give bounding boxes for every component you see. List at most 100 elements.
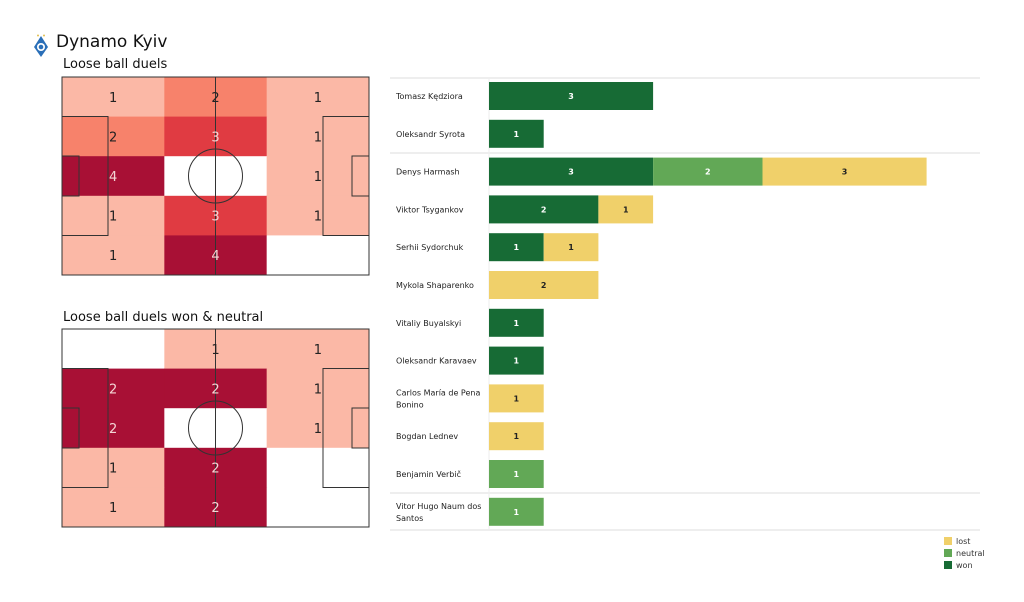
legend-item-lost: lost [944, 535, 985, 547]
heatmap-cell-label: 1 [314, 210, 322, 225]
heatmap-cell-label: 2 [211, 382, 219, 397]
heatmap-cell-label: 2 [109, 130, 117, 145]
legend: lost neutral won [944, 535, 985, 571]
player-label-line: Santos [396, 514, 423, 523]
heatmap-cell-label: 1 [314, 91, 322, 106]
player-label: Denys Harmash [396, 168, 460, 177]
heatmap-pitch-won-neutral: 1 1 2 2 1 2 1 1 2 1 2 [61, 328, 370, 528]
heatmap-cell-label: 1 [314, 343, 322, 358]
player-label-line: Bonino [396, 400, 424, 409]
heatmap-cell [266, 77, 370, 118]
left-goal-area [61, 155, 80, 197]
heatmap-cell-label: 4 [109, 170, 117, 185]
player-label: Oleksandr Syrota [396, 130, 465, 139]
bar-value-label: 1 [514, 470, 520, 479]
right-goal-area [351, 407, 370, 449]
heatmap-cell [266, 368, 370, 409]
bar-segment-won [489, 195, 599, 224]
bar-value-label: 1 [514, 319, 520, 328]
heatmap-cell-label: 1 [314, 130, 322, 145]
heatmap-cell-label: 1 [109, 501, 117, 516]
heatmap-cell [62, 195, 165, 236]
bar-chart: Tomasz Kędziora 3 Oleksandr Syrota 1 Denys H… [390, 77, 980, 531]
bar-segment-won [489, 346, 544, 375]
bar-value-label: 1 [514, 432, 520, 441]
heatmap-title-all: Loose ball duels [63, 57, 168, 72]
heatmap-cell-label: 1 [109, 210, 117, 225]
dynamo-kyiv-crest-icon [34, 34, 48, 57]
heatmap-cell-label: 2 [109, 382, 117, 397]
player-label: Viktor Tsygankov [396, 205, 464, 214]
legend-item-neutral: neutral [944, 547, 985, 559]
bar-segment-won [489, 308, 544, 337]
player-label-line: Vitaliy Buyalskyi [396, 319, 461, 328]
bar-value-label: 1 [514, 130, 520, 139]
player-label-line: Oleksandr Syrota [396, 130, 465, 139]
bar-value-label: 2 [541, 281, 547, 290]
heatmap-cell [62, 329, 165, 370]
heatmap-cell-label: 1 [109, 91, 117, 106]
player-label-line: Mykola Shaparenko [396, 281, 474, 290]
heatmap-cell [266, 195, 370, 236]
heatmap-cell [62, 487, 165, 528]
heatmap-cell-label: 2 [109, 422, 117, 437]
bar-value-label: 2 [541, 205, 547, 214]
heatmap-cell-label: 4 [211, 249, 219, 264]
player-label-line: Bogdan Lednev [396, 432, 458, 441]
bar-value-label: 1 [514, 508, 520, 517]
bar-value-label: 1 [514, 357, 520, 366]
bar-segment-won [489, 157, 654, 186]
player-label: Vitor Hugo Naum dos Santos [396, 502, 481, 523]
heatmap-cell-label: 1 [109, 249, 117, 264]
player-label-line: Oleksandr Karavaev [396, 357, 477, 366]
heatmap-cell [62, 368, 165, 409]
heatmap-cell [62, 77, 165, 118]
heatmap-cell [62, 447, 165, 488]
bar-segment-won [489, 82, 654, 110]
team-title: Dynamo Kyiv [56, 32, 168, 52]
heatmap-cell-label: 1 [109, 462, 117, 477]
bar-segment-lost [543, 233, 599, 262]
player-label-line: Carlos María de Pena [396, 388, 480, 397]
heatmap-cell [62, 116, 165, 157]
heatmap-cell [266, 235, 370, 276]
heatmap-cell [266, 487, 370, 528]
bar-segment-lost [489, 271, 599, 299]
bar-value-label: 3 [842, 168, 848, 177]
heatmap-cell-label: 1 [211, 343, 219, 358]
legend-item-won: won [944, 559, 985, 571]
left-goal-area [61, 407, 80, 449]
heatmap-cell [62, 235, 165, 276]
player-label: Oleksandr Karavaev [396, 357, 477, 366]
player-label: Benjamin Verbič [396, 469, 461, 479]
bar-value-label: 1 [623, 205, 629, 214]
heatmap-cell-label: 1 [314, 422, 322, 437]
center-circle [188, 148, 243, 204]
player-label-line: Tomasz Kędziora [395, 92, 463, 101]
bar-value-label: 1 [568, 243, 574, 252]
bar-value-label: 1 [514, 243, 520, 252]
heatmap-cell-label: 2 [211, 462, 219, 477]
heatmap-pitch-all: 1 2 1 2 3 1 4 1 1 3 1 1 4 [61, 76, 370, 276]
center-circle [188, 400, 243, 456]
heatmap-cell-label: 3 [211, 130, 219, 145]
player-label-line: Viktor Tsygankov [396, 205, 464, 214]
bar-segment-won [489, 119, 544, 148]
bar-segment-lost [762, 157, 927, 186]
heatmap-cell [266, 329, 370, 370]
player-label: Vitaliy Buyalskyi [396, 319, 461, 328]
player-label: Serhii Sydorchuk [396, 243, 464, 252]
player-label-line: Denys Harmash [396, 168, 460, 177]
heatmap-cell [266, 116, 370, 157]
player-label: Carlos María de Pena Bonino [396, 388, 480, 409]
heatmap-cell-label: 1 [314, 382, 322, 397]
player-label-line: Serhii Sydorchuk [396, 243, 464, 252]
heatmap-title-won-neutral: Loose ball duels won & neutral [63, 310, 264, 325]
player-label: Mykola Shaparenko [396, 281, 474, 290]
heatmap-cell [266, 447, 370, 488]
player-label: Tomasz Kędziora [395, 92, 463, 101]
heatmap-cell-label: 2 [211, 501, 219, 516]
bar-segment-neutral [489, 497, 544, 526]
player-label-line: Vitor Hugo Naum dos [396, 502, 481, 511]
